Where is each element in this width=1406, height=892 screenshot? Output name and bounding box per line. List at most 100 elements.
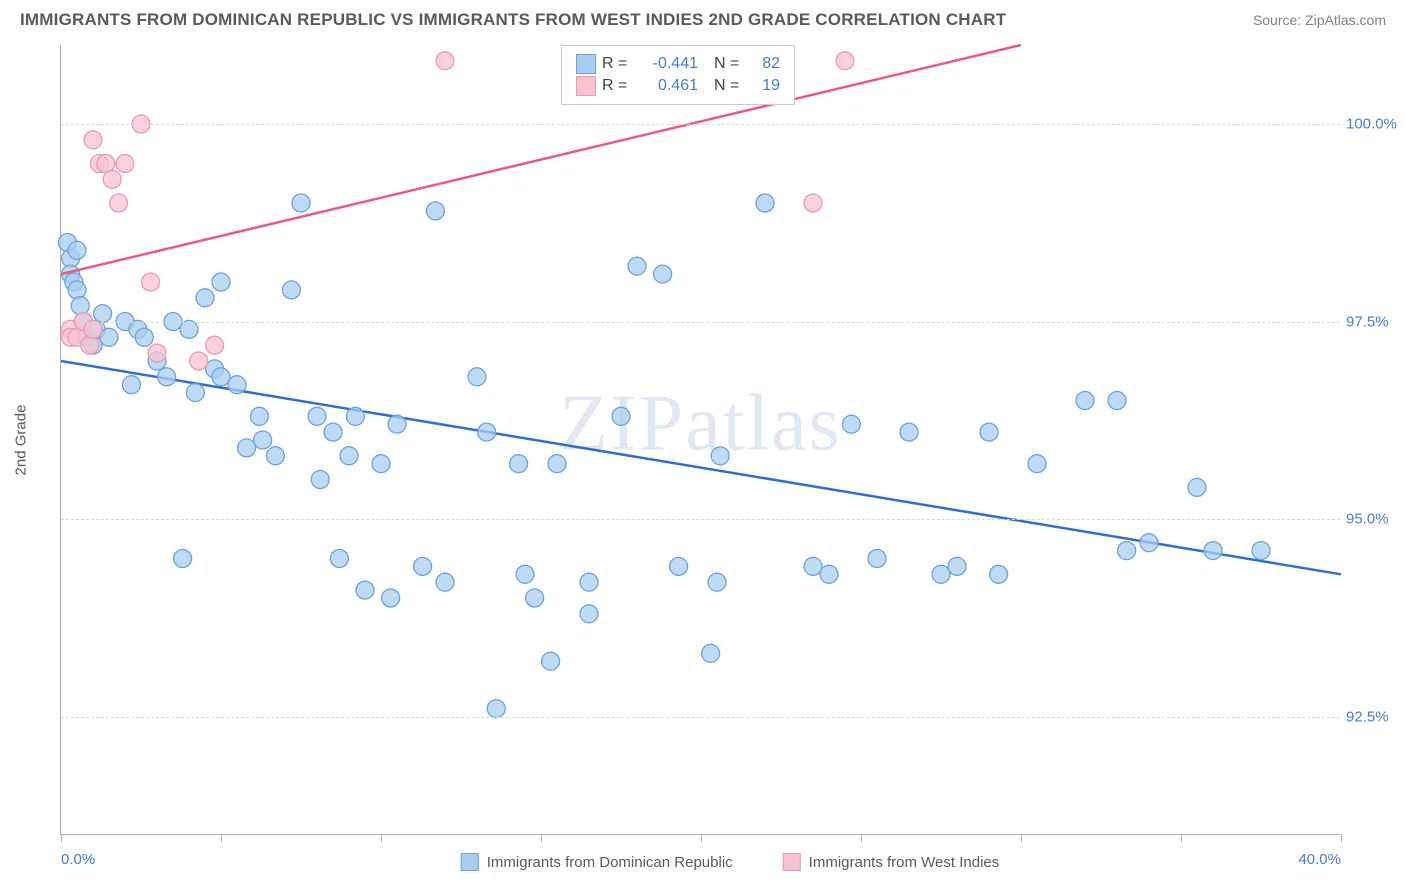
legend-label: Immigrants from Dominican Republic xyxy=(487,854,733,871)
data-point xyxy=(135,328,153,346)
data-point xyxy=(580,573,598,591)
data-point xyxy=(266,447,284,465)
data-point xyxy=(1118,542,1136,560)
x-tick xyxy=(1181,834,1182,842)
data-point xyxy=(628,257,646,275)
data-point xyxy=(254,431,272,449)
stats-row: R = -0.441 N = 82 xyxy=(576,54,780,74)
y-axis-label: 2nd Grade xyxy=(13,404,30,475)
stats-n-label: N = xyxy=(714,55,744,73)
data-point xyxy=(842,415,860,433)
x-tick xyxy=(381,834,382,842)
data-point xyxy=(308,407,326,425)
stats-swatch xyxy=(576,76,596,96)
data-point xyxy=(1188,478,1206,496)
gridline xyxy=(61,519,1340,520)
data-point xyxy=(340,447,358,465)
data-point xyxy=(980,423,998,441)
legend-item: Immigrants from West Indies xyxy=(783,853,1000,871)
data-point xyxy=(756,194,774,212)
data-point xyxy=(388,415,406,433)
stats-r-label: R = xyxy=(602,77,632,95)
data-point xyxy=(158,368,176,386)
source-attribution: Source: ZipAtlas.com xyxy=(1253,12,1386,28)
gridline xyxy=(61,717,1340,718)
data-point xyxy=(654,265,672,283)
data-point xyxy=(100,328,118,346)
y-tick-label: 97.5% xyxy=(1346,313,1389,330)
y-tick-label: 100.0% xyxy=(1346,116,1397,133)
data-point xyxy=(1140,534,1158,552)
trend-line xyxy=(61,45,1021,274)
data-point xyxy=(71,297,89,315)
data-point xyxy=(478,423,496,441)
data-point xyxy=(356,581,374,599)
stats-n-value: 82 xyxy=(750,55,780,73)
data-point xyxy=(212,368,230,386)
plot-area: 2nd Grade ZIPatlas R =-0.441N =82R =0.46… xyxy=(60,45,1340,835)
data-point xyxy=(84,131,102,149)
y-tick-label: 95.0% xyxy=(1346,511,1389,528)
legend-item: Immigrants from Dominican Republic xyxy=(461,853,733,871)
data-point xyxy=(174,550,192,568)
data-point xyxy=(548,455,566,473)
chart-container: 2nd Grade ZIPatlas R =-0.441N =82R =0.46… xyxy=(60,45,1400,835)
data-point xyxy=(1252,542,1270,560)
data-point xyxy=(1028,455,1046,473)
data-point xyxy=(414,557,432,575)
stats-r-label: R = xyxy=(602,55,632,73)
data-point xyxy=(311,471,329,489)
data-point xyxy=(948,557,966,575)
x-tick xyxy=(701,834,702,842)
correlation-stats-box: R =-0.441N =82R =0.461N =19 xyxy=(561,45,795,105)
data-point xyxy=(708,573,726,591)
data-point xyxy=(110,194,128,212)
data-point xyxy=(382,589,400,607)
data-point xyxy=(612,407,630,425)
data-point xyxy=(228,376,246,394)
stats-n-label: N = xyxy=(714,77,744,95)
stats-r-value: -0.441 xyxy=(638,55,698,73)
data-point xyxy=(804,557,822,575)
data-point xyxy=(122,376,140,394)
data-point xyxy=(324,423,342,441)
data-point xyxy=(81,336,99,354)
data-point xyxy=(372,455,390,473)
data-point xyxy=(836,52,854,70)
legend-swatch xyxy=(461,853,479,871)
y-tick-label: 92.5% xyxy=(1346,708,1389,725)
data-point xyxy=(180,320,198,338)
data-point xyxy=(84,320,102,338)
data-point xyxy=(142,273,160,291)
data-point xyxy=(468,368,486,386)
data-point xyxy=(516,565,534,583)
data-point xyxy=(868,550,886,568)
data-point xyxy=(212,273,230,291)
data-point xyxy=(526,589,544,607)
x-tick xyxy=(1021,834,1022,842)
x-tick xyxy=(1341,834,1342,842)
data-point xyxy=(711,447,729,465)
x-tick-label: 40.0% xyxy=(1298,851,1341,868)
data-point xyxy=(190,352,208,370)
stats-r-value: 0.461 xyxy=(638,77,698,95)
data-point xyxy=(804,194,822,212)
legend: Immigrants from Dominican Republic Immigr… xyxy=(461,853,1000,871)
data-point xyxy=(103,170,121,188)
data-point xyxy=(702,644,720,662)
data-point xyxy=(292,194,310,212)
data-point xyxy=(116,155,134,173)
data-point xyxy=(670,557,688,575)
data-point xyxy=(990,565,1008,583)
data-point xyxy=(436,573,454,591)
data-point xyxy=(238,439,256,457)
data-point xyxy=(196,289,214,307)
data-point xyxy=(932,565,950,583)
data-point xyxy=(330,550,348,568)
data-point xyxy=(68,281,86,299)
data-point xyxy=(1076,392,1094,410)
data-point xyxy=(487,700,505,718)
x-tick xyxy=(61,834,62,842)
gridline xyxy=(61,322,1340,323)
data-point xyxy=(1204,542,1222,560)
